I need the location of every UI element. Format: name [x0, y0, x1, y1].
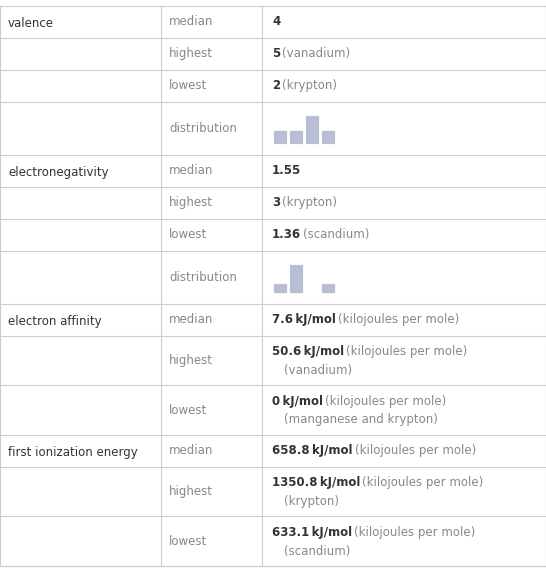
- Text: electronegativity: electronegativity: [8, 166, 109, 179]
- Bar: [273, 130, 287, 144]
- Text: (vanadium): (vanadium): [284, 364, 352, 377]
- Text: (vanadium): (vanadium): [282, 47, 351, 61]
- Text: (krypton): (krypton): [284, 495, 339, 508]
- Text: (kilojoules per mole): (kilojoules per mole): [354, 526, 476, 539]
- Bar: [273, 283, 287, 293]
- Text: (krypton): (krypton): [282, 80, 337, 92]
- Text: 2: 2: [272, 80, 280, 92]
- Text: lowest: lowest: [169, 228, 207, 241]
- Text: 658.8 kJ/mol: 658.8 kJ/mol: [272, 444, 353, 457]
- Text: (kilojoules per mole): (kilojoules per mole): [354, 444, 476, 457]
- Text: (scandium): (scandium): [284, 545, 351, 558]
- Text: highest: highest: [169, 196, 213, 209]
- Text: median: median: [169, 444, 213, 457]
- Text: highest: highest: [169, 485, 213, 498]
- Bar: [321, 130, 335, 144]
- Text: (kilojoules per mole): (kilojoules per mole): [363, 476, 484, 489]
- Text: lowest: lowest: [169, 535, 207, 547]
- Text: 1.55: 1.55: [272, 164, 301, 177]
- Text: median: median: [169, 15, 213, 29]
- Text: 4: 4: [272, 15, 280, 29]
- Text: median: median: [169, 313, 213, 326]
- Text: (manganese and krypton): (manganese and krypton): [284, 414, 438, 427]
- Bar: [289, 264, 303, 293]
- Text: (kilojoules per mole): (kilojoules per mole): [338, 313, 459, 326]
- Text: median: median: [169, 164, 213, 177]
- Text: distribution: distribution: [169, 122, 237, 135]
- Text: (kilojoules per mole): (kilojoules per mole): [346, 345, 467, 358]
- Text: 3: 3: [272, 196, 280, 209]
- Text: 0 kJ/mol: 0 kJ/mol: [272, 395, 323, 408]
- Text: (kilojoules per mole): (kilojoules per mole): [325, 395, 446, 408]
- Text: 1.36: 1.36: [272, 228, 301, 241]
- Text: distribution: distribution: [169, 271, 237, 284]
- Text: (krypton): (krypton): [282, 196, 337, 209]
- Bar: [305, 115, 319, 144]
- Text: lowest: lowest: [169, 80, 207, 92]
- Text: first ionization energy: first ionization energy: [8, 446, 138, 459]
- Text: highest: highest: [169, 47, 213, 61]
- Bar: [289, 130, 303, 144]
- Text: electron affinity: electron affinity: [8, 315, 102, 328]
- Text: 7.6 kJ/mol: 7.6 kJ/mol: [272, 313, 336, 326]
- Text: valence: valence: [8, 17, 54, 30]
- Bar: [321, 283, 335, 293]
- Text: 1350.8 kJ/mol: 1350.8 kJ/mol: [272, 476, 360, 489]
- Text: (scandium): (scandium): [303, 228, 370, 241]
- Text: lowest: lowest: [169, 404, 207, 416]
- Text: 633.1 kJ/mol: 633.1 kJ/mol: [272, 526, 352, 539]
- Text: 5: 5: [272, 47, 280, 61]
- Text: highest: highest: [169, 354, 213, 367]
- Text: 50.6 kJ/mol: 50.6 kJ/mol: [272, 345, 344, 358]
